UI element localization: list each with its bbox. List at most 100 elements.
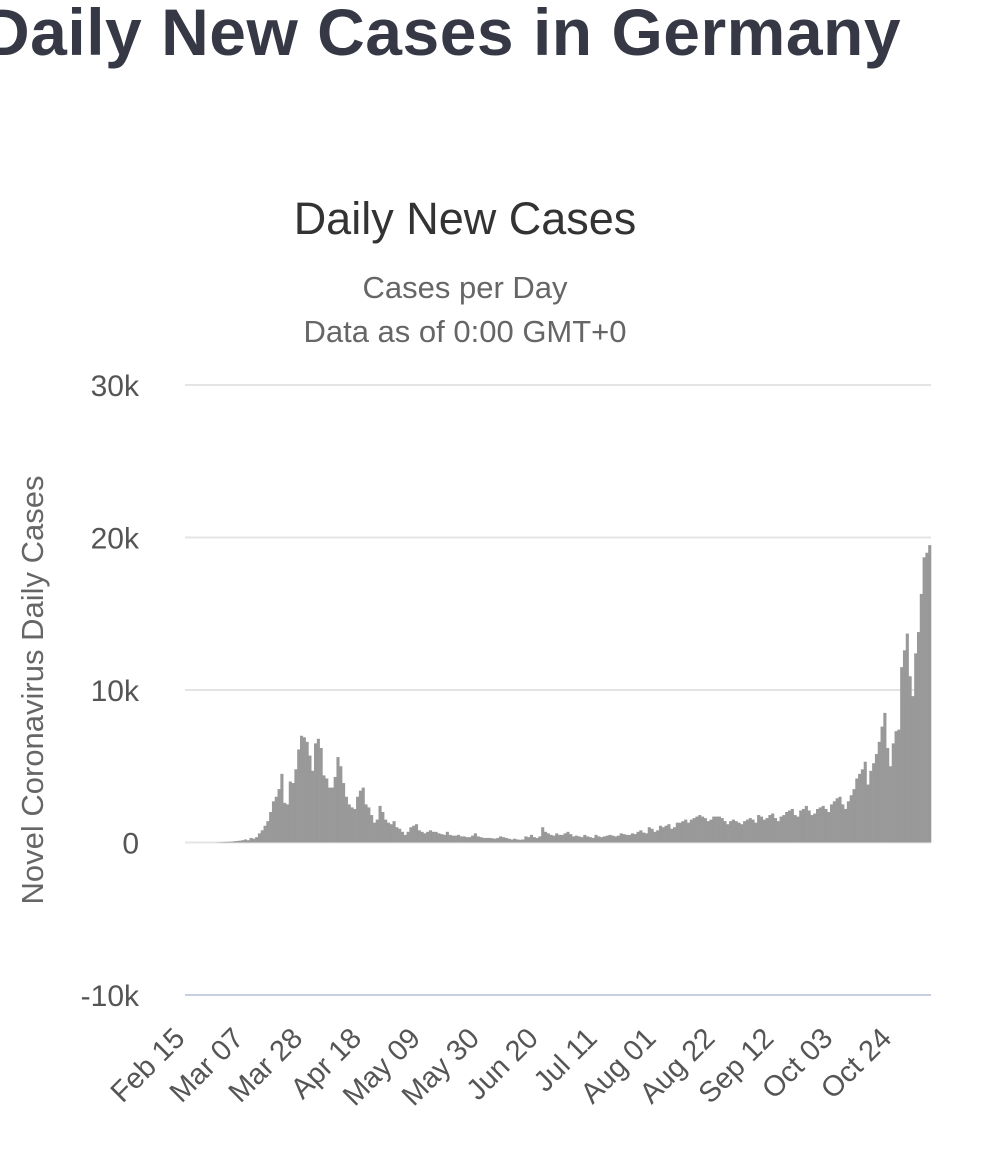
y-tick-label: 20k	[91, 523, 140, 556]
bar	[765, 818, 769, 843]
bar	[616, 835, 620, 843]
bar	[543, 831, 548, 843]
bar	[350, 807, 354, 843]
bar	[386, 822, 391, 843]
bar	[541, 827, 545, 843]
page-heading: Daily New Cases in Germany	[0, 0, 902, 69]
bar	[757, 815, 761, 843]
bar	[745, 819, 750, 843]
bar	[423, 833, 427, 843]
bar	[734, 821, 738, 843]
bar	[720, 818, 724, 843]
bar	[375, 819, 379, 843]
bar	[914, 653, 918, 843]
bar	[813, 813, 817, 843]
bar	[667, 824, 671, 843]
bar	[322, 775, 326, 843]
bar	[305, 741, 309, 843]
bar	[658, 825, 663, 843]
bar	[515, 839, 520, 843]
bar	[496, 837, 500, 843]
bar	[524, 836, 528, 843]
grid-layer	[185, 384, 931, 996]
bar	[389, 824, 393, 843]
bar	[611, 835, 615, 843]
bar	[647, 827, 651, 843]
chart-subtitle-line-1: Cases per Day	[362, 270, 568, 305]
bar	[358, 790, 362, 843]
bar	[417, 830, 421, 843]
bar	[347, 804, 351, 843]
bar	[274, 796, 278, 843]
bar	[818, 807, 822, 843]
bar	[527, 837, 531, 843]
bar	[246, 840, 250, 843]
bar	[241, 840, 245, 843]
bar	[625, 834, 629, 843]
bar	[361, 787, 365, 843]
bar	[602, 836, 606, 843]
bar	[672, 827, 677, 843]
bar	[586, 836, 590, 843]
bar	[459, 836, 463, 843]
bar	[824, 808, 828, 843]
bar	[841, 804, 845, 843]
bar	[768, 815, 772, 843]
bar	[471, 835, 475, 843]
bar	[535, 837, 539, 843]
bar	[591, 837, 595, 843]
bar	[900, 667, 904, 843]
y-tick-label: -10k	[81, 980, 140, 1013]
bar	[294, 769, 298, 843]
bar	[830, 804, 834, 843]
bar	[316, 738, 320, 843]
bar	[916, 632, 921, 843]
bar	[715, 816, 719, 843]
bar	[574, 835, 578, 843]
bar	[330, 787, 334, 843]
bar	[748, 818, 752, 843]
bar	[518, 839, 522, 843]
bar	[344, 796, 348, 843]
bar	[866, 784, 870, 843]
bar	[886, 747, 890, 843]
bar	[269, 812, 273, 843]
bar	[255, 837, 259, 843]
bar	[336, 757, 340, 843]
bar	[513, 838, 517, 843]
bar	[919, 593, 923, 843]
bar	[510, 839, 514, 843]
bar	[902, 650, 907, 843]
bar	[583, 834, 587, 843]
bar	[642, 832, 646, 843]
bar	[751, 819, 755, 843]
bar	[816, 808, 820, 843]
bar	[779, 816, 783, 843]
bar	[266, 821, 270, 843]
y-tick-label: 0	[122, 828, 139, 861]
bar	[723, 821, 727, 843]
chart-subtitle-line-2: Data as of 0:00 GMT+0	[303, 314, 626, 349]
bars	[215, 545, 932, 843]
bar	[877, 741, 881, 843]
bar	[487, 837, 491, 843]
bar	[555, 833, 559, 843]
bar	[431, 831, 435, 843]
bar	[328, 787, 332, 843]
bar	[249, 837, 253, 843]
bar	[664, 825, 668, 843]
bar	[468, 837, 472, 843]
bar	[507, 838, 511, 843]
bar	[437, 833, 441, 843]
bar	[420, 831, 424, 843]
bar	[342, 783, 346, 843]
bar	[846, 801, 850, 843]
bar	[235, 840, 239, 843]
bar	[299, 735, 304, 843]
bar	[285, 804, 290, 843]
bar	[754, 822, 758, 843]
bar	[622, 834, 626, 843]
bar	[639, 830, 643, 843]
bar	[325, 778, 329, 843]
